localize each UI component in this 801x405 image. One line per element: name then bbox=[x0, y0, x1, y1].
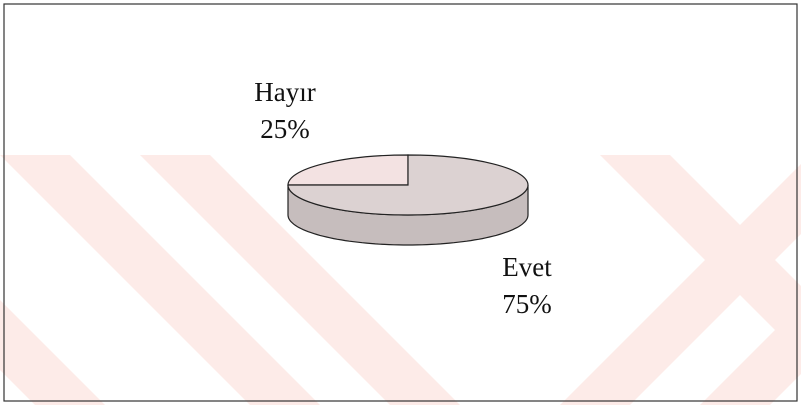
watermark bbox=[0, 155, 801, 405]
slice-value-label: 25% bbox=[260, 114, 310, 144]
slice-category-label: Evet bbox=[502, 252, 552, 282]
watermark-stripe bbox=[0, 155, 320, 405]
slice-value-label: 75% bbox=[502, 289, 552, 319]
watermark-stripe bbox=[560, 164, 801, 405]
pie-slice bbox=[287, 154, 409, 186]
watermark-stripe bbox=[0, 300, 105, 405]
pie-slice bbox=[287, 154, 529, 216]
watermark-stripe bbox=[600, 155, 801, 356]
chart-frame bbox=[3, 3, 798, 402]
slice-category-label: Hayır bbox=[254, 77, 315, 107]
watermark-stripe bbox=[140, 155, 460, 405]
